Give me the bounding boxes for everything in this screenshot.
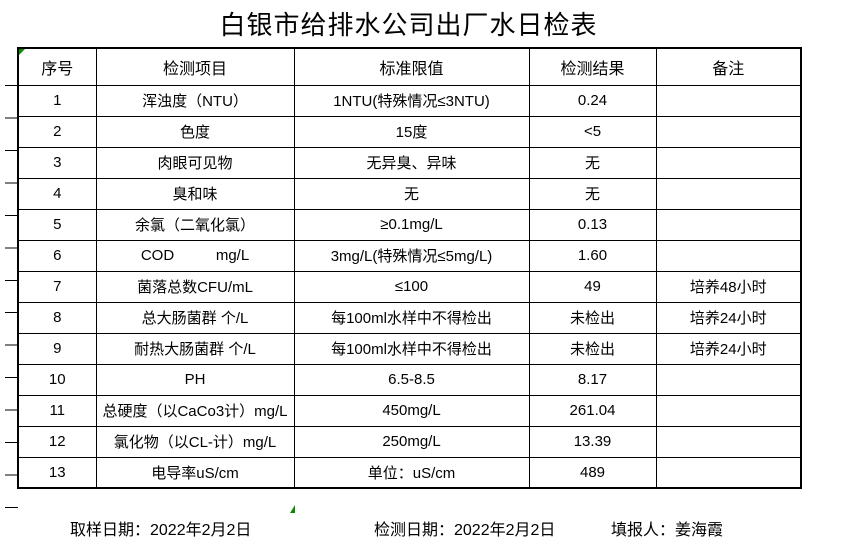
- cell-flag-bottom-icon: [290, 505, 295, 513]
- standard-limit-cell[interactable]: ≥0.1mg/L: [293, 208, 530, 241]
- result-cell[interactable]: 261.04: [528, 394, 657, 427]
- remark-cell[interactable]: [655, 177, 802, 210]
- standard-limit-cell[interactable]: 每100ml水样中不得检出: [293, 301, 530, 334]
- sample-date-label: 取样日期：2022年2月2日: [70, 522, 252, 539]
- result-cell[interactable]: 无: [528, 146, 657, 179]
- header-remark-cell[interactable]: 备注: [655, 47, 802, 86]
- table-row: 8 总大肠菌群 个/L 每100ml水样中不得检出 未检出 培养24小时: [17, 301, 802, 334]
- item-name-cell[interactable]: 色度: [95, 115, 295, 148]
- table-row: 5 余氯（二氧化氯） ≥0.1mg/L 0.13: [17, 208, 802, 241]
- item-name-cell[interactable]: COD mg/L: [95, 239, 295, 272]
- standard-limit-cell[interactable]: 450mg/L: [293, 394, 530, 427]
- item-name-cell[interactable]: 浑浊度（NTU）: [95, 84, 295, 117]
- remark-cell[interactable]: [655, 146, 802, 179]
- remark-cell[interactable]: [655, 239, 802, 272]
- test-date-label: 检测日期：2022年2月2日: [374, 522, 556, 539]
- result-cell[interactable]: 0.24: [528, 84, 657, 117]
- table-body: 1 浑浊度（NTU） 1NTU(特殊情况≤3NTU) 0.24 2 色度 15度…: [17, 84, 802, 489]
- table-row: 2 色度 15度 <5: [17, 115, 802, 148]
- row-number-cell[interactable]: 7: [17, 270, 97, 303]
- header-row: 序号 检测项目 标准限值 检测结果 备注: [17, 47, 802, 86]
- standard-limit-cell[interactable]: 无: [293, 177, 530, 210]
- result-cell[interactable]: 1.60: [528, 239, 657, 272]
- remark-cell[interactable]: [655, 84, 802, 117]
- standard-limit-cell[interactable]: 3mg/L(特殊情况≤5mg/L): [293, 239, 530, 272]
- table-row: 9 耐热大肠菌群 个/L 每100ml水样中不得检出 未检出 培养24小时: [17, 332, 802, 365]
- table-row: 4 臭和味 无 无: [17, 177, 802, 210]
- row-number-cell[interactable]: 11: [17, 394, 97, 427]
- row-number-cell[interactable]: 3: [17, 146, 97, 179]
- item-name-cell[interactable]: 耐热大肠菌群 个/L: [95, 332, 295, 365]
- item-name-cell[interactable]: 菌落总数CFU/mL: [95, 270, 295, 303]
- standard-limit-cell[interactable]: 无异臭、异味: [293, 146, 530, 179]
- table-row: 6 COD mg/L 3mg/L(特殊情况≤5mg/L) 1.60: [17, 239, 802, 272]
- row-number-cell[interactable]: 9: [17, 332, 97, 365]
- row-number-cell[interactable]: 13: [17, 456, 97, 489]
- remark-cell[interactable]: [655, 425, 802, 458]
- item-name-cell[interactable]: 电导率uS/cm: [95, 456, 295, 489]
- result-cell[interactable]: 49: [528, 270, 657, 303]
- page-title: 白银市给排水公司出厂水日检表: [219, 10, 598, 40]
- result-cell[interactable]: 未检出: [528, 301, 657, 334]
- row-number-cell[interactable]: 10: [17, 363, 97, 396]
- item-name-cell[interactable]: 总大肠菌群 个/L: [95, 301, 295, 334]
- result-cell[interactable]: 8.17: [528, 363, 657, 396]
- cell-flag-icon: [19, 49, 25, 55]
- result-cell[interactable]: 13.39: [528, 425, 657, 458]
- item-name-cell[interactable]: 臭和味: [95, 177, 295, 210]
- remark-cell[interactable]: [655, 394, 802, 427]
- row-number-cell[interactable]: 4: [17, 177, 97, 210]
- remark-cell[interactable]: 培养48小时: [655, 270, 802, 303]
- row-number-cell[interactable]: 6: [17, 239, 97, 272]
- remark-cell[interactable]: 培养24小时: [655, 301, 802, 334]
- item-name-cell[interactable]: 氯化物（以CL-计）mg/L: [95, 425, 295, 458]
- table-row: 1 浑浊度（NTU） 1NTU(特殊情况≤3NTU) 0.24: [17, 84, 802, 117]
- table-row: 12 氯化物（以CL-计）mg/L 250mg/L 13.39: [17, 425, 802, 458]
- item-name-cell[interactable]: 肉眼可见物: [95, 146, 295, 179]
- row-number-cell[interactable]: 1: [17, 84, 97, 117]
- standard-limit-cell[interactable]: 每100ml水样中不得检出: [293, 332, 530, 365]
- remark-cell[interactable]: [655, 115, 802, 148]
- item-name-cell[interactable]: 总硬度（以CaCo3计）mg/L: [95, 394, 295, 427]
- row-number-cell[interactable]: 5: [17, 208, 97, 241]
- table-row: 7 菌落总数CFU/mL ≤100 49 培养48小时: [17, 270, 802, 303]
- row-number-cell[interactable]: 8: [17, 301, 97, 334]
- row-number-cell[interactable]: 12: [17, 425, 97, 458]
- remark-cell[interactable]: [655, 456, 802, 489]
- header-standard-cell[interactable]: 标准限值: [293, 47, 530, 86]
- result-cell[interactable]: 0.13: [528, 208, 657, 241]
- inspection-table: 序号 检测项目 标准限值 检测结果 备注 1 浑浊度（NTU） 1NTU(特殊情…: [17, 47, 802, 489]
- standard-limit-cell[interactable]: 15度: [293, 115, 530, 148]
- header-result-cell[interactable]: 检测结果: [528, 47, 657, 86]
- result-cell[interactable]: 未检出: [528, 332, 657, 365]
- header-item-cell[interactable]: 检测项目: [95, 47, 295, 86]
- item-name-cell[interactable]: PH: [95, 363, 295, 396]
- table-row: 13 电导率uS/cm 单位：uS/cm 489: [17, 456, 802, 489]
- remark-cell[interactable]: [655, 363, 802, 396]
- standard-limit-cell[interactable]: ≤100: [293, 270, 530, 303]
- reporter-label: 填报人：姜海霞: [611, 522, 724, 539]
- item-name-cell[interactable]: 余氯（二氧化氯）: [95, 208, 295, 241]
- standard-limit-cell[interactable]: 6.5-8.5: [293, 363, 530, 396]
- footer: 取样日期：2022年2月2日 检测日期：2022年2月2日 填报人：姜海霞: [0, 516, 845, 540]
- result-cell[interactable]: 无: [528, 177, 657, 210]
- standard-limit-cell[interactable]: 1NTU(特殊情况≤3NTU): [293, 84, 530, 117]
- result-cell[interactable]: <5: [528, 115, 657, 148]
- row-gridline-stubs: [5, 85, 18, 509]
- result-cell[interactable]: 489: [528, 456, 657, 489]
- table-row: 3 肉眼可见物 无异臭、异味 无: [17, 146, 802, 179]
- table-row: 10 PH 6.5-8.5 8.17: [17, 363, 802, 396]
- table-row: 11 总硬度（以CaCo3计）mg/L 450mg/L 261.04: [17, 394, 802, 427]
- standard-limit-cell[interactable]: 单位：uS/cm: [293, 456, 530, 489]
- row-number-cell[interactable]: 2: [17, 115, 97, 148]
- remark-cell[interactable]: 培养24小时: [655, 332, 802, 365]
- standard-limit-cell[interactable]: 250mg/L: [293, 425, 530, 458]
- header-serial-cell[interactable]: 序号: [17, 47, 97, 86]
- remark-cell[interactable]: [655, 208, 802, 241]
